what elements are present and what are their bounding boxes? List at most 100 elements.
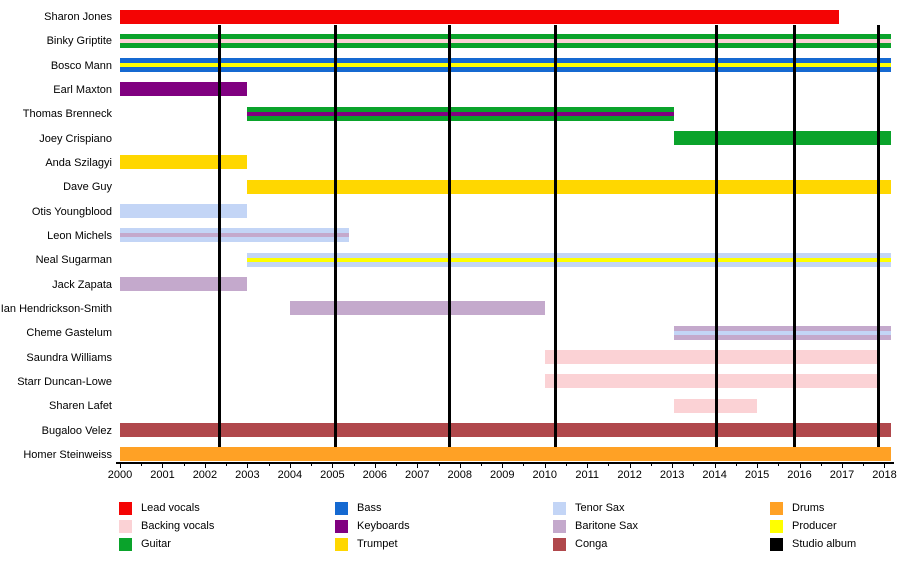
x-axis-year-label: 2002 (192, 469, 218, 481)
x-axis-major-tick (332, 462, 334, 468)
member-bar (120, 82, 248, 97)
studio-album-line (447, 24, 451, 448)
x-axis-year-label: 2006 (362, 469, 388, 481)
member-label: Jack Zapata (52, 278, 112, 291)
member-bar (120, 277, 248, 292)
legend-swatch-lead-vocals (119, 502, 132, 515)
x-axis-major-tick (459, 462, 461, 468)
member-label: Bugaloo Velez (41, 424, 112, 437)
x-axis-major-tick (120, 462, 121, 468)
x-axis-major-tick (757, 462, 759, 468)
x-axis-major-tick (842, 462, 844, 468)
x-axis-year-label: 2001 (150, 469, 175, 481)
legend-label: Backing vocals (141, 520, 215, 532)
x-axis-year-label: 2008 (447, 469, 472, 481)
x-axis-major-tick (289, 462, 291, 468)
member-bar (247, 106, 675, 121)
x-axis-major-tick (502, 462, 504, 468)
x-axis-major-tick (204, 462, 206, 468)
x-axis-minor-tick (481, 462, 482, 466)
x-axis-minor-tick (693, 462, 695, 466)
member-label: Otis Youngblood (31, 205, 112, 218)
member-label: Binky Griptite (46, 35, 112, 48)
x-axis-year-label: 2017 (829, 469, 855, 481)
legend-label: Guitar (141, 538, 171, 550)
x-axis-major-tick (162, 462, 164, 468)
x-axis-minor-tick (735, 462, 737, 466)
x-axis-line (116, 462, 895, 464)
x-axis-minor-tick (183, 462, 185, 466)
x-axis-minor-tick (268, 462, 270, 466)
member-bar (247, 252, 891, 267)
legend-label: Baritone Sax (575, 520, 638, 532)
x-axis-year-label: 2003 (235, 469, 260, 481)
x-axis-minor-tick (396, 462, 398, 466)
legend-label: Trumpet (357, 538, 398, 550)
studio-album-line (714, 24, 718, 448)
member-label: Leon Michels (47, 229, 112, 242)
x-axis-year-label: 2011 (575, 469, 600, 481)
studio-album-line (877, 24, 881, 448)
member-label: Cheme Gastelum (26, 327, 112, 340)
legend-swatch-trumpet (335, 538, 348, 551)
member-bar (289, 301, 545, 316)
member-bar (120, 204, 248, 219)
legend-swatch-baritone-sax (553, 520, 566, 533)
x-axis-minor-tick (650, 462, 652, 466)
legend-swatch-drums (770, 502, 783, 515)
x-axis-minor-tick (565, 462, 567, 466)
x-axis-year-label: 2004 (277, 469, 303, 481)
x-axis-minor-tick (778, 462, 780, 466)
x-axis-minor-tick (820, 462, 822, 466)
studio-album-line (792, 24, 796, 448)
member-label: Sharon Jones (44, 11, 112, 23)
legend-swatch-keyboards (335, 520, 348, 533)
member-bar (120, 33, 891, 48)
x-axis-minor-tick (141, 462, 143, 466)
x-axis-year-label: 2016 (787, 469, 812, 481)
x-axis-major-tick (587, 462, 589, 468)
x-axis-minor-tick (438, 462, 440, 466)
member-label: Earl Maxton (53, 83, 112, 96)
member-label: Dave Guy (63, 181, 112, 194)
x-axis-minor-tick (523, 462, 525, 466)
member-bar (544, 350, 881, 365)
member-label: Thomas Brenneck (22, 108, 112, 121)
legend-swatch-producer (770, 520, 783, 533)
x-axis-major-tick (247, 462, 249, 468)
x-axis-year-label: 2018 (872, 469, 897, 481)
x-axis-minor-tick (311, 462, 313, 466)
x-axis-year-label: 2000 (107, 469, 133, 481)
legend-label: Drums (792, 502, 825, 514)
member-bar (120, 228, 350, 243)
x-axis-major-tick (799, 462, 801, 468)
legend-swatch-bass (335, 502, 348, 515)
member-bar (120, 155, 248, 170)
member-label: Sharen Lafet (49, 400, 112, 413)
legend-label: Lead vocals (141, 502, 200, 514)
legend-label: Bass (357, 502, 382, 514)
legend-swatch-conga (553, 538, 566, 551)
member-label: Neal Sugarman (35, 254, 112, 267)
member-bar (247, 179, 891, 194)
legend-swatch-tenor-sax (553, 502, 566, 515)
x-axis-year-label: 2010 (532, 469, 557, 481)
member-label: Homer Steinweiss (23, 448, 112, 461)
studio-album-line (554, 24, 558, 448)
legend-swatch-guitar (119, 538, 132, 551)
member-bar (674, 131, 891, 146)
legend-label: Studio album (792, 538, 857, 550)
member-label: Starr Duncan-Lowe (17, 375, 112, 388)
x-axis-minor-tick (353, 462, 355, 466)
member-label: Joey Crispiano (39, 132, 112, 145)
legend-label: Producer (792, 520, 837, 532)
x-axis-major-tick (629, 462, 631, 468)
x-axis-minor-tick (608, 462, 610, 466)
legend-label: Tenor Sax (575, 502, 625, 514)
x-axis-year-label: 2007 (405, 469, 430, 481)
x-axis-major-tick (417, 462, 419, 468)
legend-swatch-studio-album (770, 538, 783, 551)
member-label: Saundra Williams (26, 351, 112, 364)
